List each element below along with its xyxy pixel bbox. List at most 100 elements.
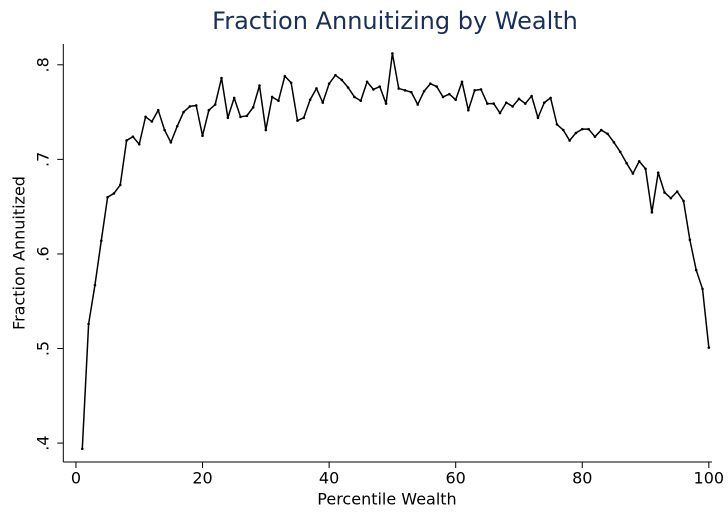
y-tick-label: .5	[34, 341, 53, 356]
x-tick-label: 60	[446, 469, 466, 488]
data-point	[599, 128, 603, 132]
data-point	[321, 101, 325, 104]
data-point	[150, 120, 154, 123]
data-point	[346, 86, 350, 89]
data-point	[391, 52, 394, 55]
data-point	[517, 97, 521, 101]
data-point	[213, 103, 217, 106]
data-point	[644, 167, 647, 171]
x-tick-label: 0	[71, 469, 81, 488]
data-point	[473, 89, 476, 92]
data-point	[625, 161, 628, 165]
data-point	[467, 108, 470, 112]
data-point	[511, 105, 514, 108]
data-point	[365, 80, 369, 84]
data-point	[441, 95, 445, 99]
data-point	[435, 85, 438, 88]
data-point	[315, 87, 318, 90]
data-point	[378, 85, 382, 88]
data-point	[669, 196, 673, 200]
data-point	[448, 92, 451, 96]
data-point	[106, 195, 109, 199]
y-tick-label: .6	[34, 246, 53, 261]
y-tick-label: .4	[34, 435, 53, 450]
data-point	[561, 128, 565, 132]
data-point	[245, 114, 249, 118]
data-point	[397, 87, 401, 90]
data-point	[492, 102, 495, 105]
data-point	[251, 106, 255, 109]
data-point	[606, 132, 609, 136]
x-tick-label: 80	[572, 469, 592, 488]
x-tick-label: 40	[319, 469, 339, 488]
data-point	[694, 268, 698, 272]
data-point	[264, 128, 268, 132]
data-point	[99, 239, 103, 243]
data-point	[93, 283, 97, 287]
data-point	[479, 88, 483, 91]
data-point	[631, 172, 635, 175]
data-point	[429, 82, 432, 86]
data-point	[568, 139, 571, 142]
data-point	[194, 104, 198, 107]
data-point	[232, 96, 236, 100]
data-point	[175, 124, 179, 128]
data-point	[663, 191, 666, 194]
x-tick-label: 20	[192, 469, 212, 488]
data-point	[542, 101, 546, 104]
data-point	[530, 94, 533, 98]
data-point	[682, 199, 685, 203]
data-point	[555, 123, 559, 126]
data-point	[656, 171, 660, 174]
data-point	[156, 108, 160, 112]
data-point	[277, 99, 280, 103]
data-point	[524, 102, 527, 105]
data-point	[112, 192, 116, 195]
data-point	[593, 135, 597, 138]
data-point	[505, 101, 508, 104]
data-point	[701, 287, 704, 291]
data-point	[549, 96, 552, 100]
data-point	[308, 98, 312, 102]
data-point	[169, 141, 173, 144]
chart-title: Fraction Annuitizing by Wealth	[212, 7, 578, 35]
y-tick-label: .8	[34, 57, 53, 72]
data-point	[201, 134, 204, 138]
y-axis-label: Fraction Annuitized	[10, 176, 29, 330]
data-line	[81, 52, 710, 449]
data-point	[118, 183, 122, 187]
data-point	[163, 128, 166, 132]
x-axis-label: Percentile Wealth	[317, 490, 456, 509]
data-point	[650, 211, 654, 214]
data-point	[220, 76, 223, 80]
data-point	[296, 119, 299, 122]
data-point	[289, 81, 293, 85]
data-point	[340, 78, 344, 82]
data-point	[460, 80, 464, 84]
data-point	[270, 95, 274, 99]
data-point	[258, 84, 261, 87]
data-point	[334, 73, 337, 77]
data-point	[80, 447, 84, 451]
data-point	[182, 110, 185, 114]
data-point	[87, 322, 90, 326]
data-point	[574, 131, 578, 135]
data-point	[372, 88, 375, 91]
data-point	[239, 115, 242, 119]
data-point	[416, 103, 420, 106]
y-tick-label: .7	[34, 152, 53, 167]
data-point	[131, 135, 135, 138]
data-point	[422, 89, 426, 93]
data-point	[486, 102, 489, 105]
data-point	[587, 127, 590, 131]
data-point	[207, 108, 211, 112]
data-point	[327, 82, 331, 86]
x-tick-label: 100	[694, 469, 725, 488]
data-point	[536, 116, 540, 120]
data-point	[137, 142, 141, 146]
data-point	[403, 89, 407, 92]
data-point	[226, 116, 230, 120]
data-point	[580, 127, 584, 131]
data-point	[410, 90, 413, 94]
